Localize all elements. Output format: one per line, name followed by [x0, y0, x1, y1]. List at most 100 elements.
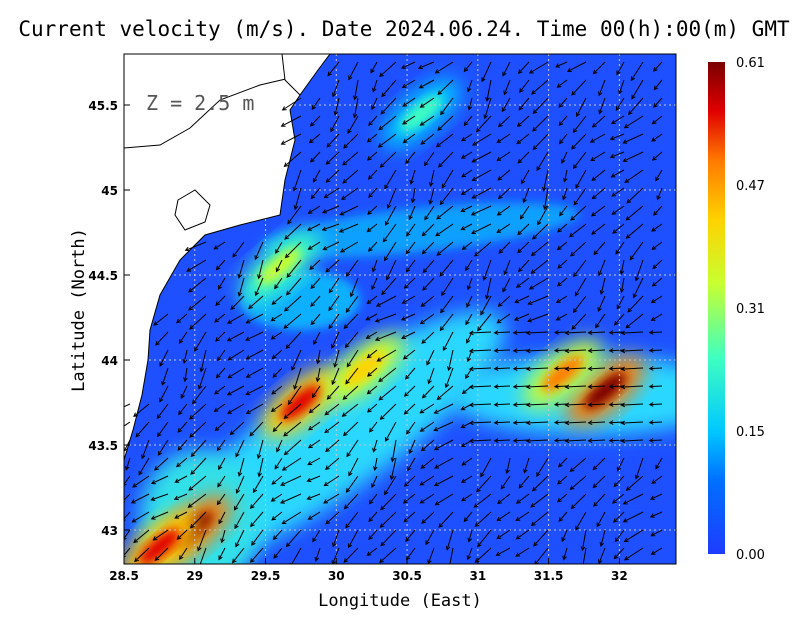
velocity-arrow-head — [481, 77, 486, 83]
land-area — [124, 54, 301, 461]
velocity-arrow-head — [561, 158, 566, 164]
velocity-arrow-head — [341, 412, 347, 417]
velocity-arrow-shaft — [309, 403, 321, 414]
velocity-arrow-shaft — [582, 547, 587, 564]
velocity-arrow-shaft — [494, 403, 511, 406]
velocity-arrow-head — [468, 438, 474, 444]
velocity-arrow-shaft — [378, 133, 397, 148]
velocity-arrow-head — [384, 184, 389, 190]
velocity-arrow-head — [313, 340, 318, 345]
velocity-arrow-shaft — [439, 259, 454, 277]
velocity-arrow-head — [622, 518, 628, 523]
velocity-arrow-shaft — [556, 313, 568, 321]
velocity-arrow-head — [216, 446, 222, 452]
velocity-arrow-shaft — [342, 151, 359, 166]
velocity-arrow-shaft — [531, 511, 549, 526]
velocity-arrow-shaft — [559, 205, 568, 216]
velocity-arrow-head — [559, 211, 564, 217]
velocity-arrow-shaft — [273, 529, 283, 540]
velocity-arrow-head — [525, 348, 531, 354]
velocity-arrow-head — [525, 366, 531, 372]
velocity-arrow-head — [460, 190, 466, 195]
velocity-arrow-head — [405, 267, 411, 273]
velocity-arrow-shaft — [531, 79, 549, 95]
colorbar-tick-label: 0.15 — [736, 425, 765, 440]
velocity-arrow-head — [176, 318, 181, 324]
velocity-arrow-head — [557, 281, 562, 287]
velocity-arrow-shaft — [626, 475, 644, 491]
velocity-arrow-head — [466, 357, 472, 363]
velocity-arrow-head — [314, 556, 319, 562]
velocity-arrow-head — [418, 84, 424, 89]
velocity-arrow-shaft — [284, 403, 302, 419]
velocity-arrow-shaft — [403, 511, 416, 523]
velocity-arrow-head — [651, 137, 656, 142]
velocity-arrow-shaft — [380, 493, 397, 510]
velocity-arrow-shaft — [494, 385, 511, 388]
velocity-arrow-shaft — [343, 133, 359, 149]
velocity-arrow-head — [419, 121, 425, 126]
velocity-arrow-head — [446, 366, 452, 372]
velocity-arrow-head — [493, 330, 499, 335]
velocity-arrow-shaft — [280, 475, 302, 486]
velocity-arrow-head — [194, 346, 199, 352]
velocity-arrow-head — [477, 326, 482, 332]
velocity-arrow-shaft — [328, 295, 340, 311]
velocity-arrow-shaft — [343, 547, 359, 563]
velocity-arrow-head — [610, 173, 616, 178]
velocity-arrow-head — [150, 479, 156, 485]
velocity-arrow-shaft — [350, 277, 359, 297]
velocity-arrow-shaft — [403, 493, 416, 504]
velocity-arrow-shaft — [334, 349, 340, 368]
velocity-arrow-shaft — [532, 115, 549, 132]
y-tick-label: 43 — [101, 524, 118, 538]
velocity-arrow-shaft — [449, 547, 454, 564]
velocity-arrow-head — [419, 103, 425, 108]
velocity-arrow-shaft — [518, 259, 530, 272]
velocity-arrow-head — [352, 95, 358, 101]
velocity-arrow-shaft — [486, 277, 492, 299]
velocity-arrow-head — [461, 496, 467, 502]
velocity-arrow-head — [284, 253, 290, 259]
velocity-arrow-head — [611, 210, 617, 215]
velocity-arrow-shaft — [380, 97, 397, 115]
velocity-arrow-shaft — [154, 457, 169, 471]
velocity-arrow-shaft — [401, 61, 416, 69]
velocity-arrow-head — [368, 535, 373, 541]
velocity-arrow-head — [237, 291, 243, 297]
y-tick-label: 44.5 — [88, 269, 118, 283]
velocity-arrow-head — [286, 290, 291, 296]
velocity-arrow-head — [599, 541, 605, 547]
velocity-arrow-head — [284, 235, 289, 240]
velocity-arrow-head — [650, 316, 656, 321]
velocity-arrow-head — [152, 536, 158, 541]
velocity-arrow-shaft — [529, 277, 549, 290]
velocity-arrow-shaft — [401, 331, 416, 339]
velocity-arrow-head — [307, 460, 313, 466]
velocity-arrow-head — [537, 220, 542, 226]
velocity-arrow-head — [378, 125, 384, 131]
velocity-arrow-head — [341, 195, 346, 201]
velocity-arrow-head — [345, 523, 350, 529]
velocity-arrow-shaft — [412, 187, 416, 203]
velocity-arrow-shaft — [346, 259, 359, 277]
velocity-arrow-shaft — [310, 295, 321, 307]
velocity-arrow-shaft — [649, 367, 663, 370]
velocity-arrow-head — [419, 409, 425, 414]
velocity-arrow-shaft — [419, 403, 435, 414]
velocity-arrow-shaft — [378, 367, 397, 382]
velocity-arrow-shaft — [138, 457, 150, 476]
velocity-arrow-head — [589, 138, 595, 143]
velocity-arrow-shaft — [520, 205, 530, 220]
velocity-arrow-head — [530, 521, 536, 527]
velocity-arrow-head — [214, 390, 219, 395]
velocity-arrow-shaft — [504, 259, 511, 275]
velocity-arrow-shaft — [186, 259, 207, 272]
velocity-arrow-head — [496, 228, 502, 234]
velocity-arrow-head — [325, 160, 331, 165]
velocity-arrow-head — [150, 496, 156, 502]
velocity-arrow-shaft — [382, 223, 397, 242]
velocity-arrow-head — [512, 330, 518, 335]
velocity-arrow-head — [327, 71, 332, 77]
velocity-arrow-head — [271, 516, 277, 521]
